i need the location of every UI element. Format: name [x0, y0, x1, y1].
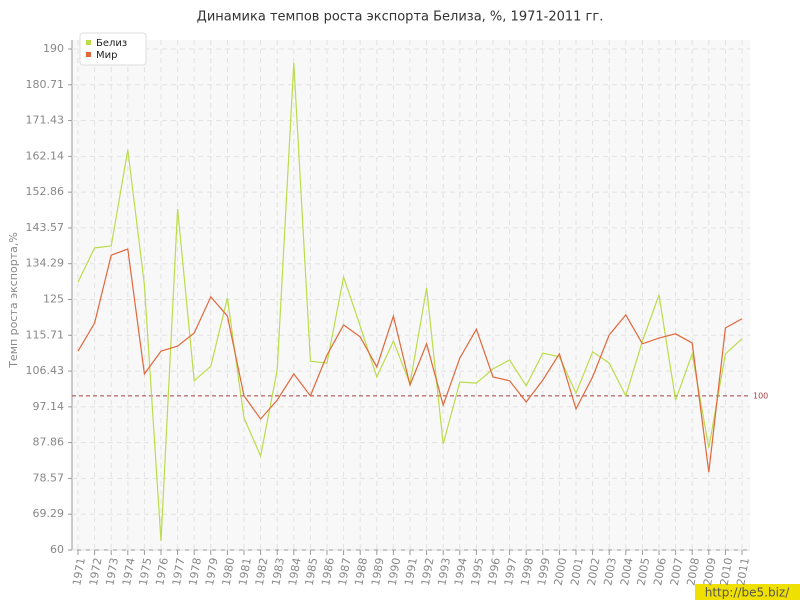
y-tick-label: 190: [43, 42, 64, 55]
x-tick-label: 1992: [419, 557, 437, 587]
series-line: [77, 248, 743, 473]
x-tick-label: 1980: [220, 557, 238, 587]
x-tick-label: 2000: [552, 557, 570, 587]
x-tick-label: 1978: [186, 557, 204, 587]
watermark-bg: [695, 584, 800, 600]
x-tick-label: 1979: [203, 557, 221, 587]
y-tick-label: 171.43: [26, 114, 65, 127]
y-tick-label: 78.57: [33, 471, 65, 484]
chart-title: Динамика темпов роста экспорта Белиза, %…: [197, 10, 604, 25]
x-tick-label: 1996: [485, 557, 503, 587]
x-tick-label: 2009: [701, 557, 719, 587]
x-tick-label: 1993: [435, 557, 453, 587]
legend-label: Мир: [96, 50, 117, 61]
x-tick-label: 1994: [452, 557, 470, 587]
legend-label: Белиз: [96, 38, 127, 49]
y-tick-label: 162.14: [26, 149, 65, 162]
x-tick-label: 1972: [87, 557, 105, 587]
x-tick-label: 1975: [137, 557, 155, 587]
x-tick-label: 1987: [336, 557, 354, 587]
x-tick-label: 2006: [651, 557, 669, 587]
x-tick-label: 1988: [352, 557, 370, 587]
x-tick-label: 1995: [469, 557, 487, 587]
y-tick-label: 69.29: [33, 507, 65, 520]
x-tick-label: 2011: [734, 557, 752, 587]
x-tick-label: 1999: [535, 557, 553, 587]
x-tick-label: 1971: [70, 557, 88, 587]
y-axis-label: Темп роста экспорта,%: [7, 232, 20, 369]
x-tick-label: 2001: [568, 557, 586, 587]
x-tick-label: 2005: [635, 557, 653, 587]
x-tick-label: 1998: [518, 557, 536, 587]
x-tick-label: 2004: [618, 557, 636, 587]
legend-swatch: [86, 52, 91, 57]
y-tick-label: 125: [43, 293, 64, 306]
y-tick-label: 134.29: [26, 257, 65, 270]
reference-label: 100: [753, 391, 768, 400]
y-tick-label: 152.86: [26, 185, 65, 198]
y-tick-label: 115.71: [26, 328, 65, 341]
x-tick-label: 2003: [601, 557, 619, 587]
x-tick-label: 1981: [236, 557, 254, 587]
x-tick-label: 1985: [303, 557, 321, 587]
x-tick-label: 1982: [253, 557, 271, 587]
y-tick-label: 180.71: [26, 78, 65, 91]
x-tick-label: 2010: [718, 557, 736, 587]
x-tick-label: 1983: [269, 557, 287, 587]
y-tick-label: 97.14: [33, 400, 65, 413]
y-tick-label: 143.57: [26, 221, 65, 234]
plot-area: [72, 40, 750, 550]
legend-box: [79, 32, 147, 66]
x-tick-label: 2002: [585, 557, 603, 587]
x-tick-label: 1989: [369, 557, 387, 587]
x-tick-label: 1997: [502, 557, 520, 587]
y-tick-label: 60: [50, 543, 64, 556]
y-tick-label: 106.43: [26, 364, 65, 377]
x-tick-label: 2008: [684, 557, 702, 587]
x-tick-label: 2007: [668, 557, 686, 587]
x-tick-label: 1977: [170, 557, 188, 587]
y-tick-label: 87.86: [33, 436, 65, 449]
watermark: http://be5.biz/: [705, 586, 790, 600]
x-tick-label: 1976: [153, 557, 171, 587]
x-tick-label: 1991: [402, 557, 420, 587]
legend-swatch: [86, 40, 91, 45]
x-tick-label: 1973: [103, 557, 121, 587]
x-tick-label: 1986: [319, 557, 337, 587]
x-tick-label: 1974: [120, 557, 138, 587]
x-tick-label: 1990: [386, 557, 404, 587]
x-tick-label: 1984: [286, 557, 304, 587]
